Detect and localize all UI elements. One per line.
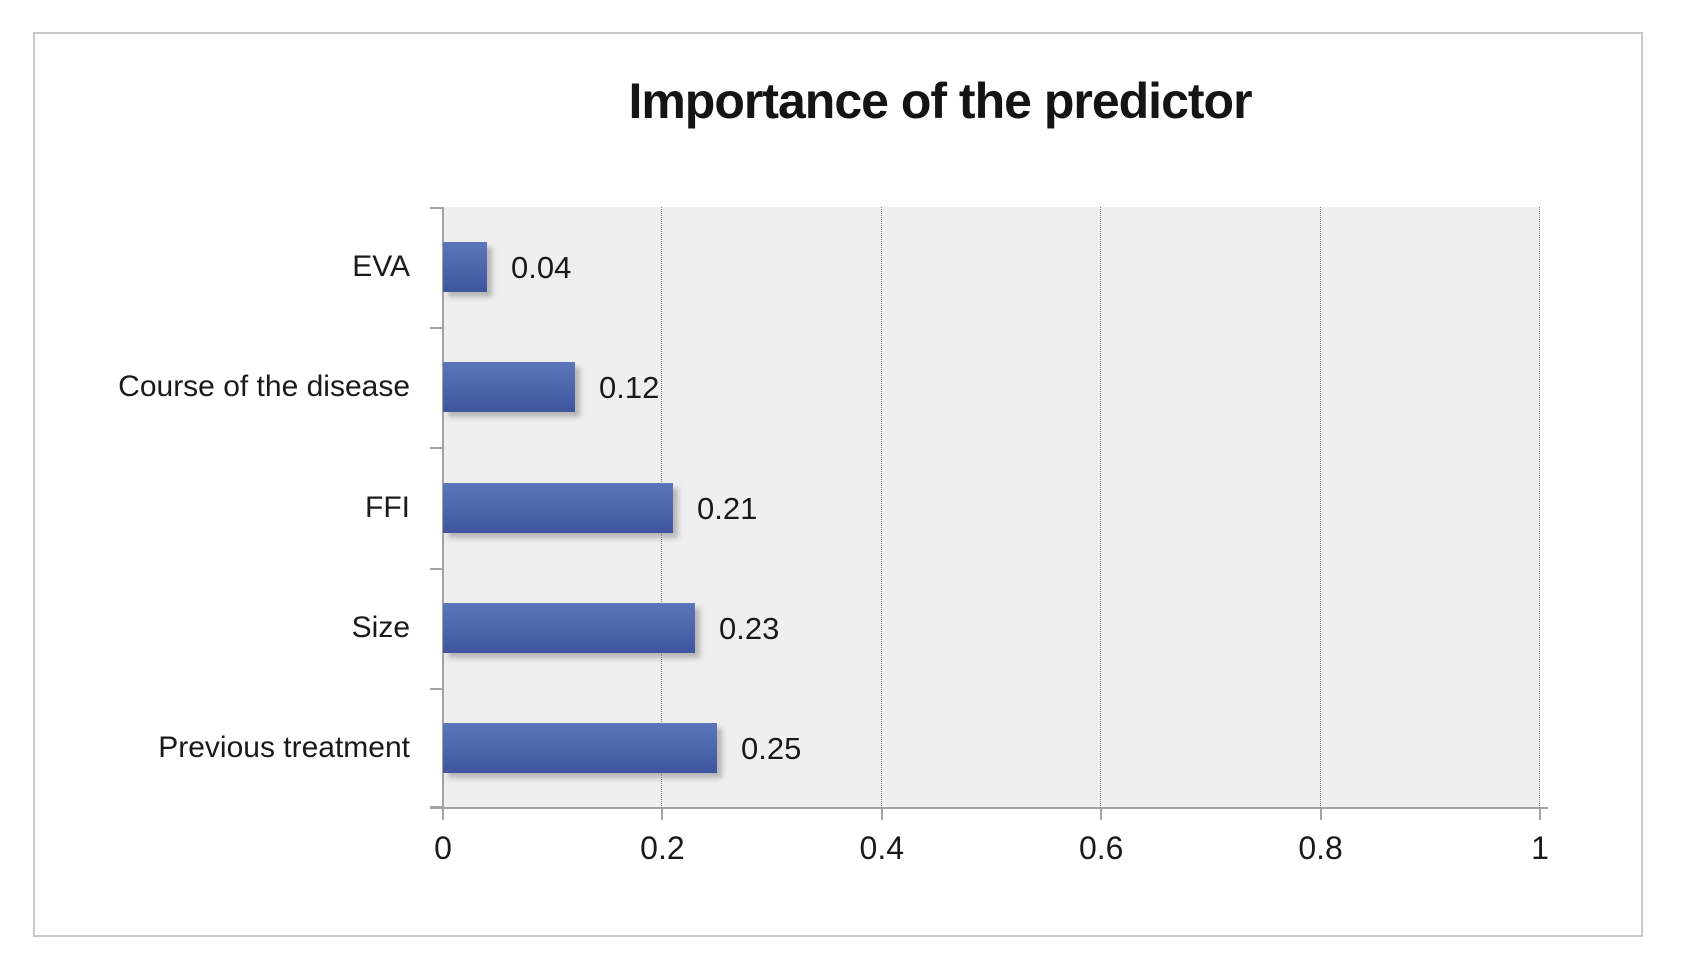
chart-title: Importance of the predictor <box>628 73 1252 129</box>
y-axis-tick <box>430 688 443 690</box>
value-label: 0.21 <box>697 491 758 526</box>
bar-ffi <box>443 483 673 533</box>
y-axis-tick <box>430 207 443 209</box>
x-tick-label: 0.4 <box>859 830 905 866</box>
category-label: Course of the disease <box>118 370 410 404</box>
x-tick-label: 1 <box>1531 830 1549 866</box>
value-label: 0.23 <box>719 611 780 646</box>
value-label: 0.12 <box>599 370 660 405</box>
bar-eva <box>443 242 487 292</box>
x-tick-label: 0 <box>434 830 452 866</box>
category-label: Previous treatment <box>158 730 410 764</box>
gridline <box>1539 207 1540 808</box>
bar-size <box>443 603 695 653</box>
plot-area <box>430 207 1548 820</box>
x-tick-label: 0.2 <box>640 830 685 866</box>
x-axis-tick <box>442 808 444 820</box>
gridline <box>1100 207 1102 808</box>
value-label: 0.04 <box>511 250 572 285</box>
category-label: Size <box>351 610 410 644</box>
category-label: FFI <box>365 490 410 524</box>
bar-previous-treatment <box>443 723 717 773</box>
gridline <box>880 207 882 808</box>
value-label: 0.25 <box>741 731 802 766</box>
x-axis-tick <box>661 808 664 820</box>
x-axis-tick <box>880 808 883 820</box>
y-axis-tick <box>430 568 443 570</box>
category-label: EVA <box>352 250 410 284</box>
x-tick-label: 0.6 <box>1078 830 1124 866</box>
x-tick-label: 0.8 <box>1298 830 1343 866</box>
x-axis-line <box>430 807 1548 809</box>
x-axis-tick <box>1319 808 1322 820</box>
x-axis-tick <box>1100 808 1103 820</box>
gridline <box>1319 207 1321 808</box>
y-axis-tick <box>430 447 443 449</box>
bar-course-of-the-disease <box>443 362 575 412</box>
y-axis-tick <box>430 327 443 329</box>
x-axis-tick <box>1539 808 1541 820</box>
y-axis-tick <box>430 806 443 808</box>
